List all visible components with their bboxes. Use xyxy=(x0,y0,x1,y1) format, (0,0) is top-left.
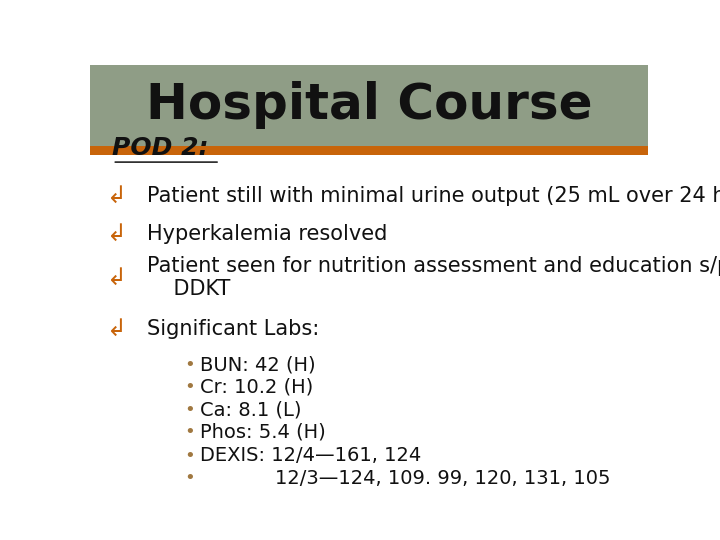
Text: •: • xyxy=(184,356,194,374)
Text: Significant Labs:: Significant Labs: xyxy=(147,319,319,339)
Text: •: • xyxy=(184,401,194,419)
Text: POD 2:: POD 2: xyxy=(112,136,209,160)
Text: •: • xyxy=(184,423,194,441)
Text: Cr: 10.2 (H): Cr: 10.2 (H) xyxy=(200,378,314,397)
Text: Hyperkalemia resolved: Hyperkalemia resolved xyxy=(147,224,387,244)
Text: ↲: ↲ xyxy=(107,317,127,341)
Text: Phos: 5.4 (H): Phos: 5.4 (H) xyxy=(200,423,326,442)
Text: •: • xyxy=(184,447,194,464)
Text: DEXIS: 12/4—161, 124: DEXIS: 12/4—161, 124 xyxy=(200,446,422,465)
FancyBboxPatch shape xyxy=(90,65,648,146)
FancyBboxPatch shape xyxy=(90,146,648,155)
Text: Patient seen for nutrition assessment and education s/p
    DDKT: Patient seen for nutrition assessment an… xyxy=(147,256,720,299)
Text: BUN: 42 (H): BUN: 42 (H) xyxy=(200,355,316,375)
Text: Hospital Course: Hospital Course xyxy=(145,82,593,130)
Text: Patient still with minimal urine output (25 mL over 24 hrs): Patient still with minimal urine output … xyxy=(147,186,720,206)
Text: ↲: ↲ xyxy=(107,184,127,208)
Text: ↲: ↲ xyxy=(107,222,127,246)
Text: 12/3—124, 109. 99, 120, 131, 105: 12/3—124, 109. 99, 120, 131, 105 xyxy=(200,469,611,488)
Text: •: • xyxy=(184,379,194,396)
Text: •: • xyxy=(184,469,194,487)
Text: ↲: ↲ xyxy=(107,266,127,289)
Text: Ca: 8.1 (L): Ca: 8.1 (L) xyxy=(200,401,302,420)
